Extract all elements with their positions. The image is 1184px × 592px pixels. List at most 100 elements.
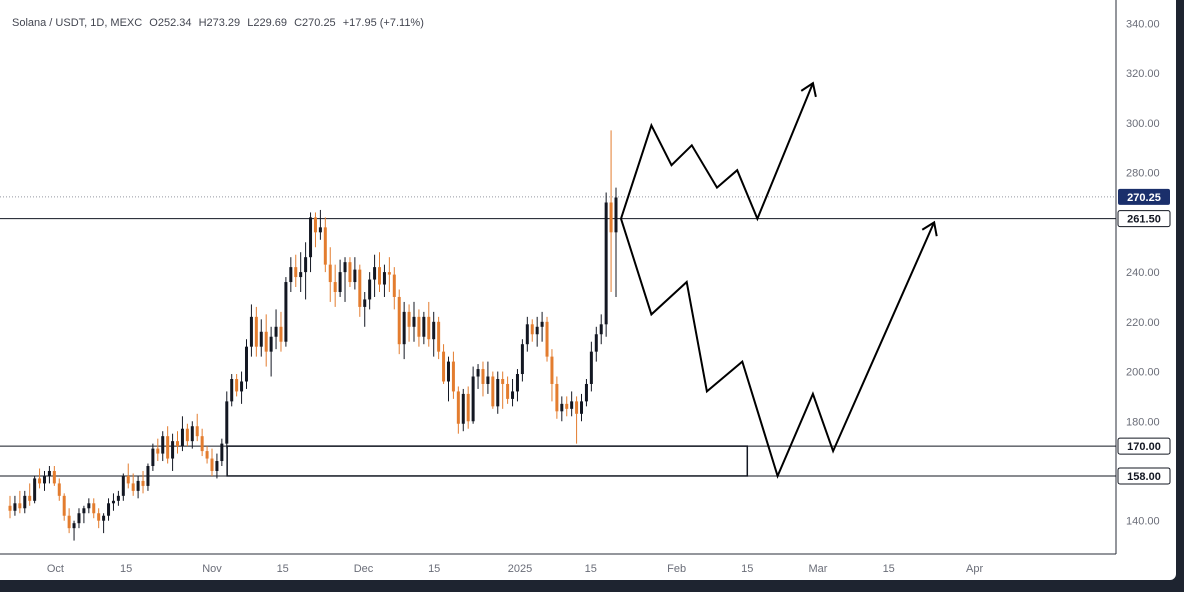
candle-body bbox=[171, 441, 175, 459]
candle-body bbox=[446, 361, 450, 382]
high-label: H bbox=[198, 17, 207, 29]
y-tick-label: 220.00 bbox=[1126, 317, 1160, 329]
x-tick-label: 15 bbox=[120, 563, 132, 575]
candle-body bbox=[461, 393, 465, 424]
candle-body bbox=[136, 480, 140, 491]
open-value: 252.34 bbox=[157, 17, 192, 29]
support-zone-rect[interactable] bbox=[226, 445, 749, 477]
candle-body bbox=[456, 391, 460, 424]
candle-body bbox=[604, 202, 608, 325]
candle-body bbox=[358, 269, 362, 307]
level-tag-border bbox=[1117, 467, 1171, 485]
candle-body bbox=[550, 356, 554, 384]
candle-body bbox=[205, 451, 209, 459]
symbol-label: Solana / USDT, 1D, MEXC bbox=[12, 17, 143, 29]
chart-header: Solana / USDT, 1D, MEXC O252.34 H273.29 … bbox=[12, 17, 424, 29]
candle-body bbox=[254, 316, 258, 347]
candle-body bbox=[156, 448, 160, 454]
candle-body bbox=[422, 316, 426, 337]
candle-body bbox=[442, 351, 446, 382]
candle-body bbox=[249, 316, 253, 347]
candle-body bbox=[515, 374, 519, 392]
price-chart[interactable]: 140.00160.00180.00200.00220.00240.00260.… bbox=[0, 0, 1176, 580]
candle-body bbox=[338, 272, 342, 292]
candle-body bbox=[97, 513, 101, 521]
candle-body bbox=[121, 475, 125, 496]
candle-body bbox=[368, 279, 372, 300]
candle-body bbox=[77, 513, 81, 524]
candle-body bbox=[166, 436, 170, 459]
candle-body bbox=[309, 217, 313, 258]
candle-body bbox=[594, 334, 598, 352]
candle-body bbox=[185, 428, 189, 442]
candle-body bbox=[240, 381, 244, 392]
candle-body bbox=[52, 470, 56, 484]
y-tick-label: 320.00 bbox=[1126, 68, 1160, 80]
y-tick-label: 240.00 bbox=[1126, 267, 1160, 279]
candle-body bbox=[47, 470, 51, 476]
candle-body bbox=[215, 461, 219, 471]
candle-body bbox=[28, 495, 32, 501]
candle-body bbox=[402, 311, 406, 345]
candle-body bbox=[284, 282, 288, 342]
projection-down-path[interactable] bbox=[620, 218, 936, 479]
y-tick-label: 340.00 bbox=[1126, 19, 1160, 31]
candle-body bbox=[511, 391, 515, 399]
close-value: 270.25 bbox=[302, 17, 336, 29]
candle-body bbox=[555, 383, 559, 412]
level-price-tag-bg bbox=[1118, 210, 1170, 227]
x-tick-label: Nov bbox=[202, 563, 222, 575]
candle-body bbox=[62, 495, 66, 516]
x-tick-label: 15 bbox=[277, 563, 289, 575]
x-tick-label: 15 bbox=[883, 563, 895, 575]
candle-body bbox=[190, 426, 194, 442]
projection-down-path-arrowhead bbox=[921, 220, 938, 237]
candle-body bbox=[427, 316, 431, 340]
candle-body bbox=[589, 351, 593, 384]
candle-body bbox=[269, 336, 273, 352]
candle-body bbox=[274, 326, 278, 337]
candle-body bbox=[33, 478, 37, 501]
candle-body bbox=[323, 227, 327, 265]
candle-body bbox=[67, 515, 71, 529]
y-tick-label: 200.00 bbox=[1126, 367, 1160, 379]
projection-up-path[interactable] bbox=[620, 82, 814, 222]
y-tick-label: 300.00 bbox=[1126, 118, 1160, 130]
candle-body bbox=[146, 466, 150, 486]
projection-up-path-arrowhead bbox=[800, 81, 817, 98]
candle-body bbox=[412, 316, 416, 327]
level-tag-border bbox=[1117, 437, 1171, 455]
x-tick-label: Dec bbox=[354, 563, 374, 575]
candle-body bbox=[126, 475, 130, 484]
candle-body bbox=[111, 500, 115, 504]
open-label: O bbox=[149, 17, 158, 29]
candle-body bbox=[535, 326, 539, 335]
close-label: C bbox=[294, 17, 303, 29]
x-tick-label: 15 bbox=[585, 563, 597, 575]
level-price-tag: 261.50 bbox=[1127, 214, 1161, 226]
low-label: L bbox=[247, 17, 254, 29]
level-price-tag: 158.00 bbox=[1127, 471, 1161, 483]
candle-body bbox=[486, 376, 490, 384]
level-tag-border bbox=[1117, 210, 1171, 228]
candle-body bbox=[570, 401, 574, 409]
candle-body bbox=[506, 383, 510, 399]
candle-body bbox=[466, 393, 470, 422]
candle-body bbox=[195, 426, 199, 437]
y-tick-label: 140.00 bbox=[1126, 516, 1160, 528]
candle-body bbox=[279, 326, 283, 342]
candle-body bbox=[92, 503, 96, 514]
candle-body bbox=[584, 383, 588, 402]
candle-body bbox=[437, 321, 441, 352]
candle-body bbox=[161, 436, 165, 454]
x-tick-label: Feb bbox=[667, 563, 686, 575]
candle-body bbox=[220, 443, 224, 462]
candle-body bbox=[392, 274, 396, 297]
candle-body bbox=[520, 344, 524, 375]
x-tick-label: Oct bbox=[47, 563, 64, 575]
chart-panel: 140.00160.00180.00200.00220.00240.00260.… bbox=[0, 0, 1176, 580]
candle-body bbox=[614, 197, 618, 233]
candle-body bbox=[289, 267, 293, 283]
last-price-tag: 270.25 bbox=[1127, 192, 1161, 204]
candle-body bbox=[343, 262, 347, 273]
